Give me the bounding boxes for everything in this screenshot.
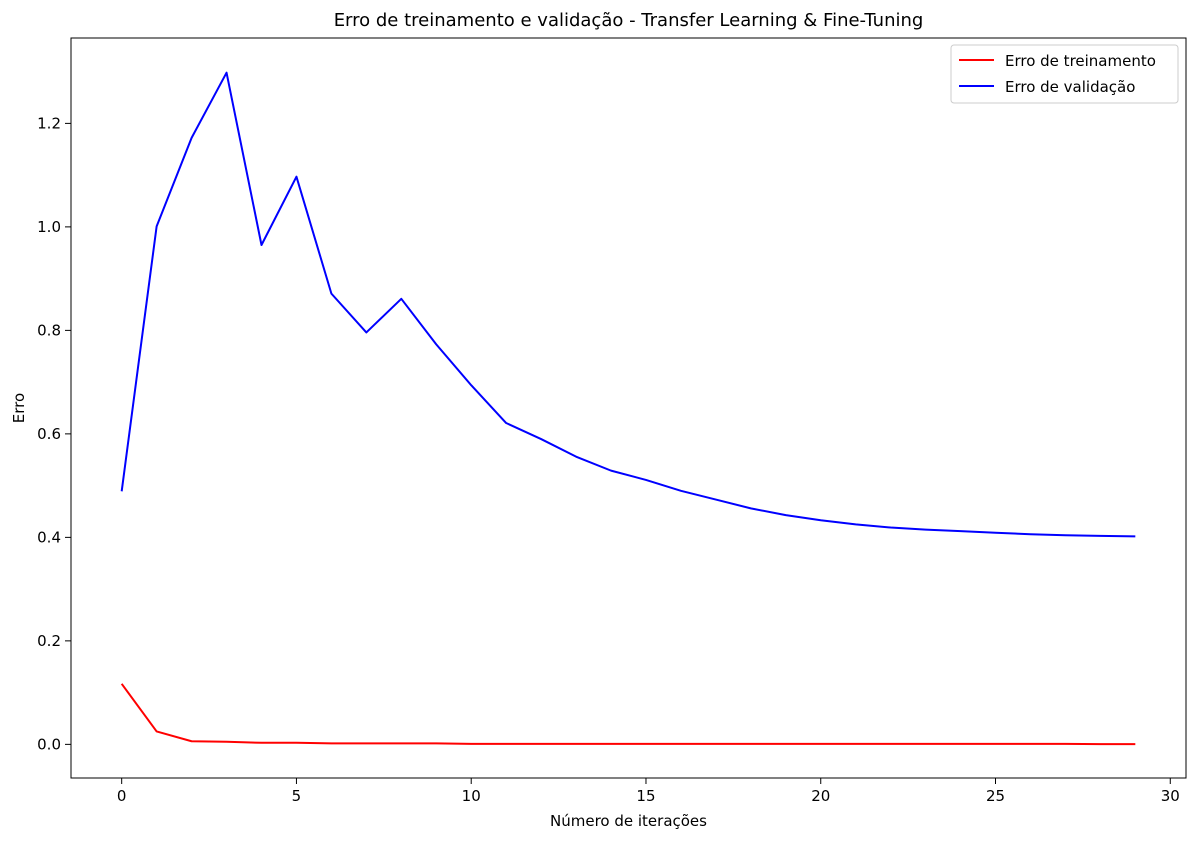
plot-background — [71, 38, 1186, 778]
y-axis: 0.0 0.2 0.4 0.6 0.8 1.0 1.2 — [37, 114, 71, 753]
y-tick-label: 0.4 — [37, 528, 61, 546]
y-tick-label: 0.8 — [37, 321, 61, 339]
chart-title: Erro de treinamento e validação - Transf… — [334, 10, 924, 31]
y-tick-label: 0.6 — [37, 425, 61, 443]
series-line-training — [120, 683, 1136, 746]
x-tick-label: 15 — [636, 787, 655, 805]
y-tick-label: 0.2 — [37, 632, 61, 650]
plot-frame — [70, 37, 1187, 779]
y-tick-label: 0.0 — [37, 735, 61, 753]
legend-label-training: Erro de treinamento — [1005, 52, 1156, 70]
legend: Erro de treinamento Erro de validação — [950, 44, 1179, 104]
x-tick-label: 10 — [462, 787, 481, 805]
legend-box — [950, 44, 1179, 104]
x-tick-label: 25 — [986, 787, 1005, 805]
x-tick-label: 0 — [117, 787, 127, 805]
x-tick-label: 20 — [811, 787, 830, 805]
series-layer — [120, 71, 1136, 746]
y-tick-label: 1.2 — [37, 114, 61, 132]
series-line-validation — [120, 71, 1136, 538]
y-axis-label: Erro — [10, 393, 28, 423]
x-tick-label: 5 — [292, 787, 302, 805]
y-tick-label: 1.0 — [37, 218, 61, 236]
x-tick-label: 30 — [1161, 787, 1180, 805]
x-axis-label: Número de iterações — [550, 812, 707, 830]
legend-label-validation: Erro de validação — [1005, 78, 1135, 96]
x-axis: 0 5 10 15 20 25 30 — [117, 778, 1180, 805]
